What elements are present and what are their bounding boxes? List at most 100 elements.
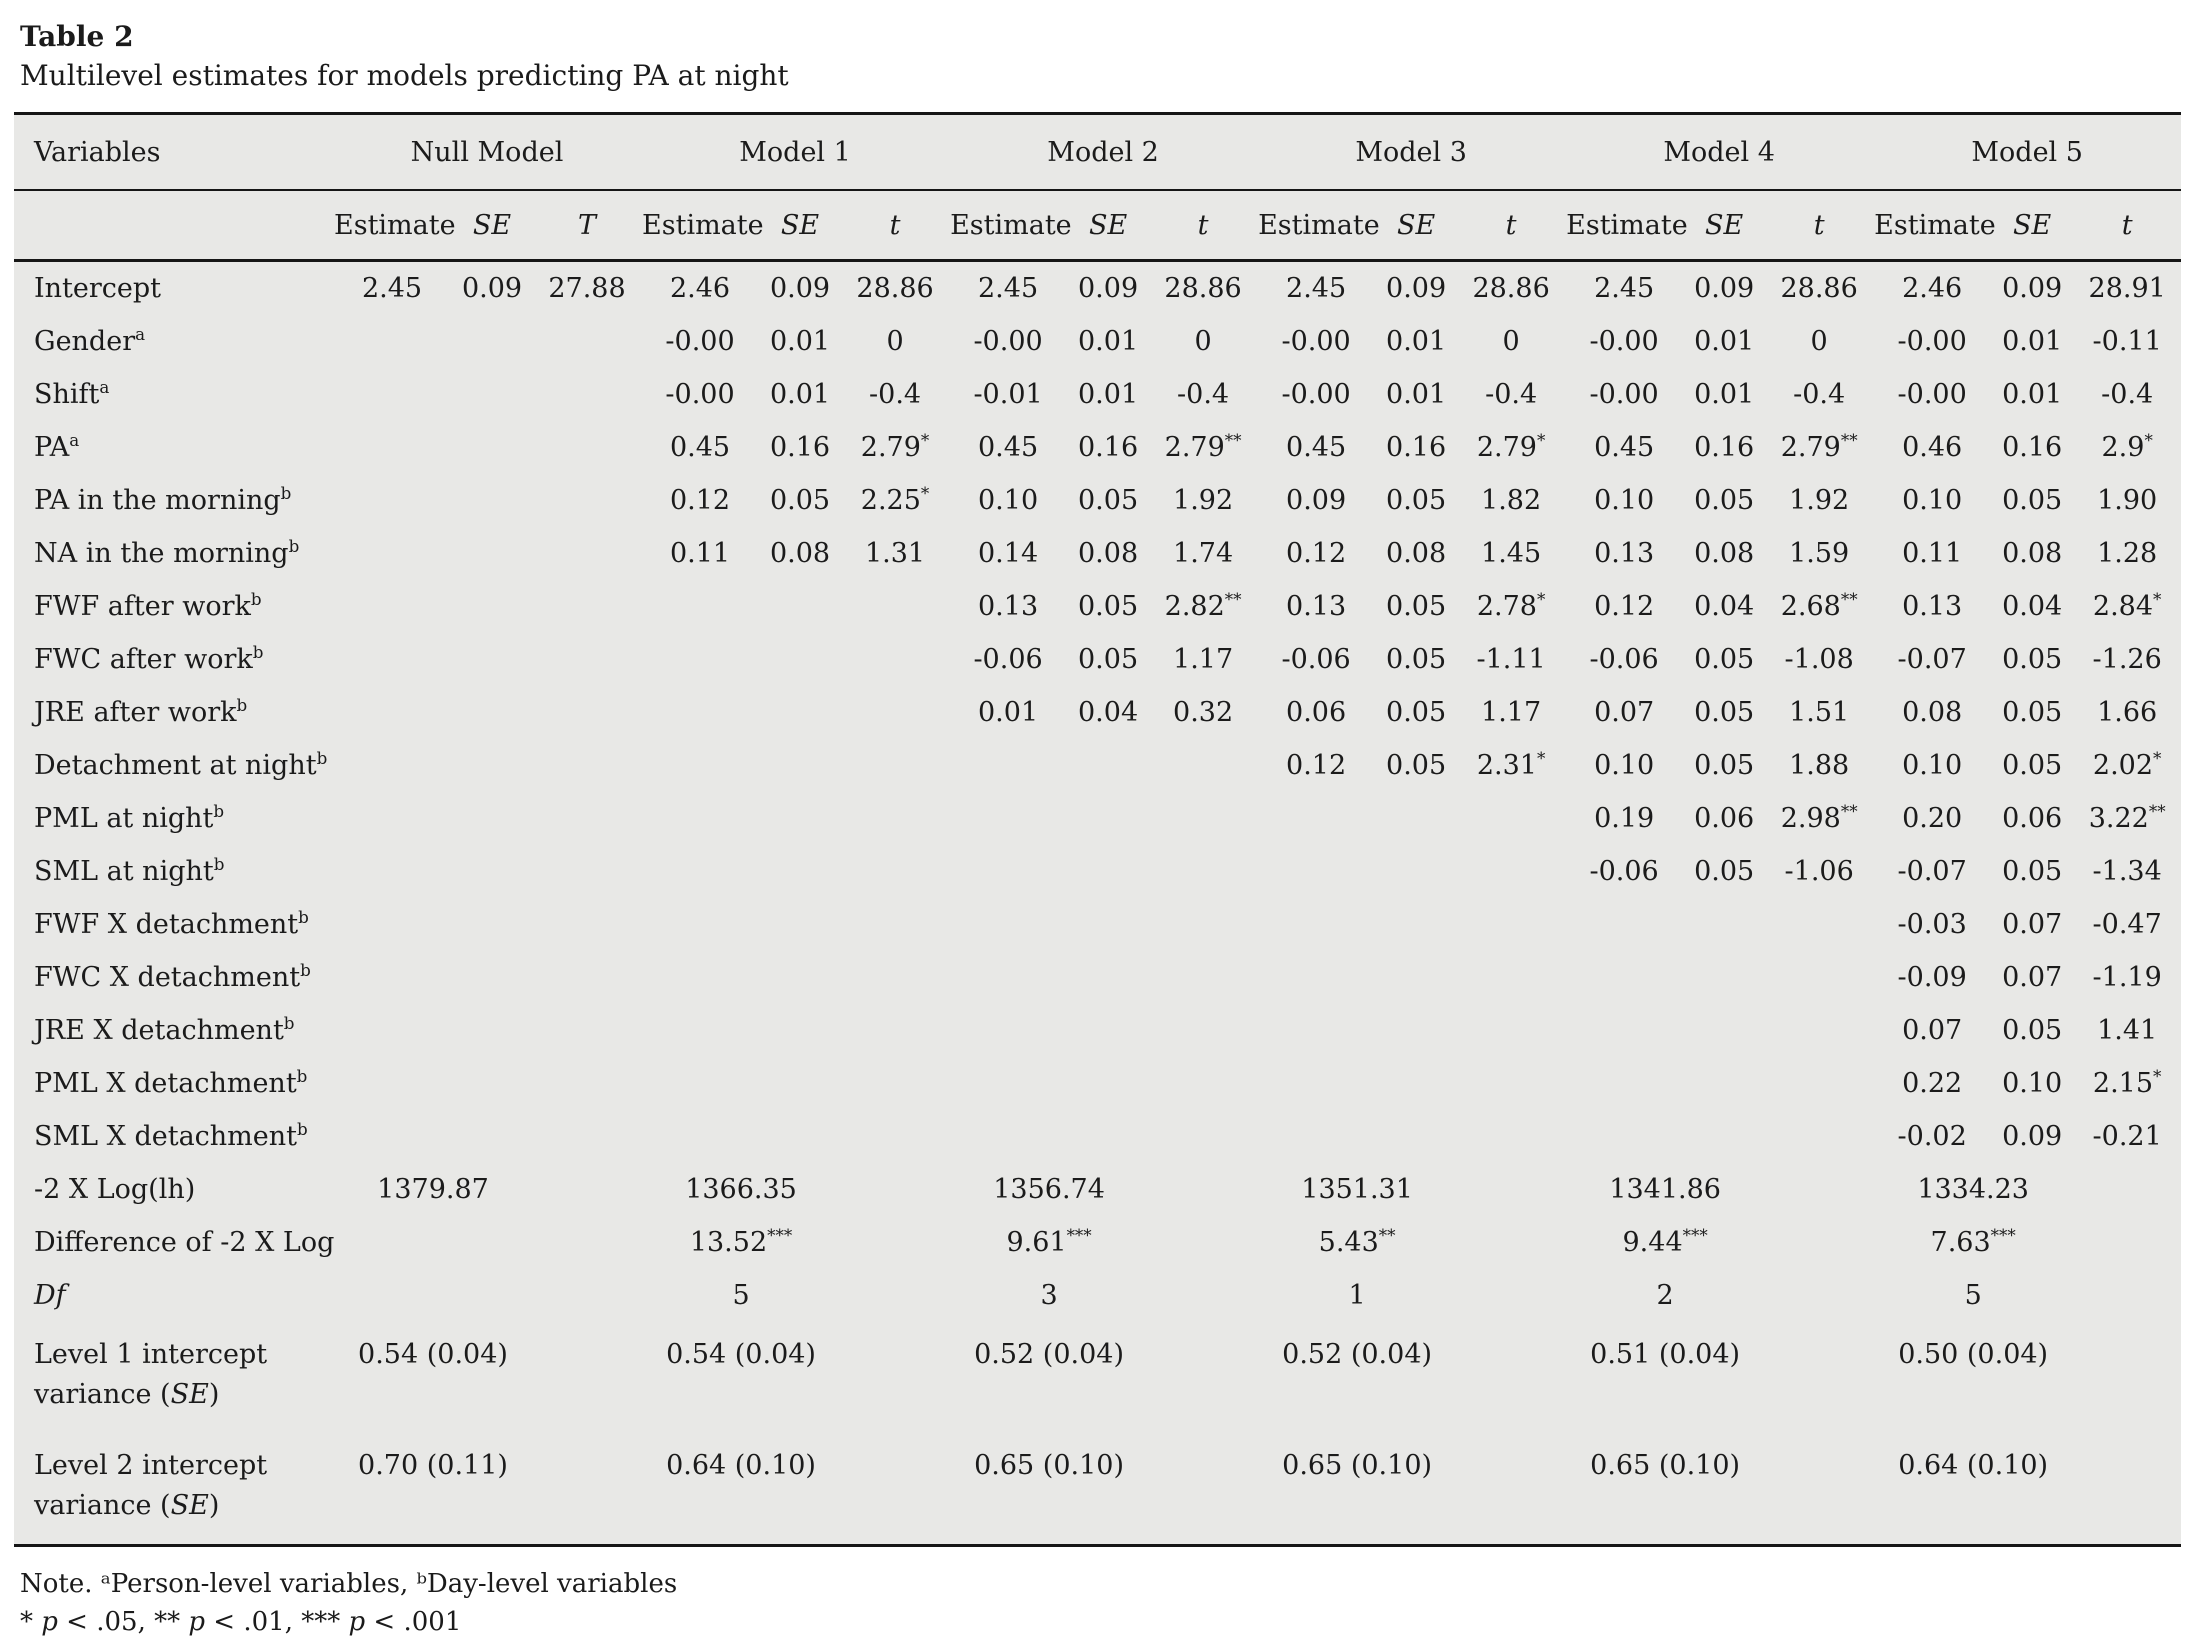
- summary-value-cell: 1334.23: [1917, 1174, 2029, 1205]
- estimate-cell: -0.00: [973, 326, 1043, 357]
- se-cell: 0.01: [769, 326, 831, 357]
- se-cell: 0.07: [2002, 962, 2063, 993]
- empty-cell: [451, 527, 533, 580]
- se-cell: 0.05: [2002, 750, 2063, 781]
- se-cell: 0.08: [1694, 538, 1755, 569]
- empty-cell: [2073, 1322, 2181, 1433]
- t-cell: -1.06: [1784, 856, 1854, 887]
- empty-cell: [333, 792, 451, 845]
- estimate-cell: -0.00: [665, 379, 735, 410]
- t-cell: -1.26: [2092, 644, 2162, 675]
- stat-header-3-estimate: Estimate: [1257, 190, 1380, 262]
- empty-cell: [451, 739, 533, 792]
- estimate-cell: 0.10: [978, 485, 1039, 516]
- empty-cell: [841, 792, 949, 845]
- summary-value-cell: 0.52 (0.04): [1282, 1339, 1433, 1370]
- t-cell: 2.02*: [2092, 748, 2162, 781]
- se-cell: 0.05: [1694, 697, 1755, 728]
- estimate-cell: 0.14: [978, 538, 1039, 569]
- estimate-cell: 0.10: [1902, 485, 1963, 516]
- estimate-cell: 2.45: [978, 273, 1039, 304]
- summary-value-cell: 3: [1040, 1280, 1058, 1311]
- summary-value-cell: 0.65 (0.10): [1590, 1450, 1741, 1481]
- summary-value-cell: 0.54 (0.04): [358, 1339, 508, 1370]
- se-cell: 0.06: [2002, 803, 2063, 834]
- stat-header-4-estimate: Estimate: [1565, 190, 1688, 262]
- se-cell: 0.01: [769, 379, 831, 410]
- empty-cell: [1765, 1004, 1873, 1057]
- empty-cell: [1457, 1004, 1565, 1057]
- se-cell: 0.01: [1386, 379, 1447, 410]
- summary-value-cell: 0.50 (0.04): [1898, 1339, 2049, 1370]
- empty-cell: [2073, 1433, 2181, 1546]
- coefficient-row: PAa 0.45 0.16 2.79* 0.45 0.16 2.79** 0.45 0.16 2.…: [14, 421, 2181, 474]
- summary-value-cell: 1366.35: [685, 1174, 797, 1205]
- estimate-cell: -0.07: [1897, 644, 1967, 675]
- empty-cell: [333, 845, 451, 898]
- t-cell: -0.47: [2092, 909, 2162, 940]
- empty-cell: [841, 951, 949, 1004]
- empty-cell: [533, 792, 641, 845]
- se-cell: 0.04: [1078, 697, 1139, 728]
- coefficient-row: FWC after workb -0.06 0.05 1.17 -0.06 0.05 -1.…: [14, 633, 2181, 686]
- summary-value-cell: [333, 1216, 533, 1269]
- estimate-cell: 0.12: [669, 485, 731, 516]
- t-cell: 2.25*: [860, 483, 930, 516]
- empty-cell: [533, 1216, 641, 1269]
- estimate-cell: -0.02: [1897, 1121, 1967, 1152]
- estimate-cell: 0.06: [1286, 697, 1347, 728]
- row-label: Shifta: [34, 377, 110, 410]
- se-cell: 0.04: [2002, 591, 2063, 622]
- se-cell: 0.08: [2002, 538, 2063, 569]
- empty-cell: [641, 633, 759, 686]
- t-cell: 28.86: [1472, 273, 1550, 304]
- se-cell: 0.05: [1386, 644, 1447, 675]
- empty-cell: [1149, 792, 1257, 845]
- se-cell: 0.05: [2002, 1015, 2063, 1046]
- se-cell: 0.09: [2002, 1121, 2063, 1152]
- estimate-cell: -0.06: [1589, 644, 1659, 675]
- row-label: Detachment at nightb: [34, 748, 328, 781]
- empty-cell: [759, 1004, 841, 1057]
- empty-cell: [1067, 739, 1149, 792]
- empty-cell: [1257, 792, 1375, 845]
- stat-header-4-t: t: [1765, 190, 1874, 262]
- se-cell: 0.05: [2002, 485, 2063, 516]
- empty-cell: [1457, 1216, 1565, 1269]
- summary-value-cell: 1351.31: [1301, 1174, 1413, 1205]
- empty-cell: [533, 1004, 641, 1057]
- estimate-cell: -0.09: [1897, 962, 1967, 993]
- summary-row: Level 2 intercept variance (SE) 0.70 (0.11…: [14, 1433, 2181, 1546]
- empty-cell: [841, 845, 949, 898]
- note-variable-levels: Note. ᵃPerson-level variables, ᵇDay-leve…: [20, 1569, 678, 1599]
- empty-cell: [949, 739, 1067, 792]
- estimate-cell: 0.22: [1902, 1068, 1963, 1099]
- t-cell: -1.34: [2092, 856, 2162, 887]
- empty-cell: [641, 1057, 759, 1110]
- model-header-row: Variables Null Model Model 1 Model 2 Model 3…: [14, 113, 2182, 191]
- empty-cell: [533, 845, 641, 898]
- coefficient-row: Detachment at nightb 0.12 0.05 2.31* 0.10 0.0…: [14, 739, 2181, 792]
- estimate-cell: 0.09: [1286, 485, 1347, 516]
- empty-cell: [1683, 1057, 1765, 1110]
- empty-cell: [841, 1433, 949, 1546]
- empty-cell: [1149, 951, 1257, 1004]
- empty-cell: [533, 1433, 641, 1546]
- row-label: Difference of -2 X Log: [34, 1227, 335, 1258]
- note-significance: * p < .05, ** p < .01, *** p < .001: [20, 1607, 462, 1637]
- se-cell: 0.01: [1078, 326, 1139, 357]
- se-cell: 0.08: [1386, 538, 1447, 569]
- empty-cell: [1683, 1004, 1765, 1057]
- empty-cell: [451, 421, 533, 474]
- empty-cell: [949, 898, 1067, 951]
- stat-header-5-estimate: Estimate: [1873, 190, 1996, 262]
- se-cell: 0.09: [461, 273, 523, 304]
- coefficient-row: SML X detachmentb -0.02 0.09 -0.21: [14, 1110, 2181, 1163]
- empty-cell: [333, 951, 451, 1004]
- t-cell: 1.82: [1481, 485, 1542, 516]
- empty-cell: [841, 1269, 949, 1322]
- t-cell: -0.4: [869, 379, 922, 410]
- summary-value-cell: 9.61***: [1006, 1225, 1092, 1258]
- empty-cell: [1149, 1163, 1257, 1216]
- empty-cell: [451, 1004, 533, 1057]
